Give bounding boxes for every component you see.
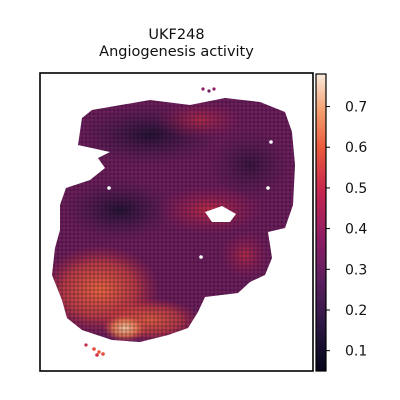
tissue-hole xyxy=(107,186,111,190)
tissue-hole xyxy=(266,186,270,190)
chart-title: UKF248 xyxy=(148,27,205,43)
tissue-hole xyxy=(199,255,203,259)
tissue-hole xyxy=(205,206,236,222)
colorbar-tick-label: 0.5 xyxy=(345,181,367,197)
colorbar xyxy=(315,73,327,372)
colorbar-tick-label: 0.4 xyxy=(345,222,367,238)
colorbar-tick-label: 0.7 xyxy=(345,100,367,116)
stray-spots xyxy=(84,87,216,357)
colorbar-ticks: 0.1 0.2 0.3 0.4 0.5 0.6 0.7 xyxy=(326,100,367,360)
tissue-hole xyxy=(269,140,273,144)
colorbar-tick-label: 0.2 xyxy=(345,303,367,319)
colorbar-tick-label: 0.6 xyxy=(345,140,367,156)
colorbar-tick-label: 0.3 xyxy=(345,262,367,278)
chart-subtitle: Angiogenesis activity xyxy=(99,44,254,60)
colorbar-tick-label: 0.1 xyxy=(345,344,367,360)
tissue-spots xyxy=(52,98,295,342)
